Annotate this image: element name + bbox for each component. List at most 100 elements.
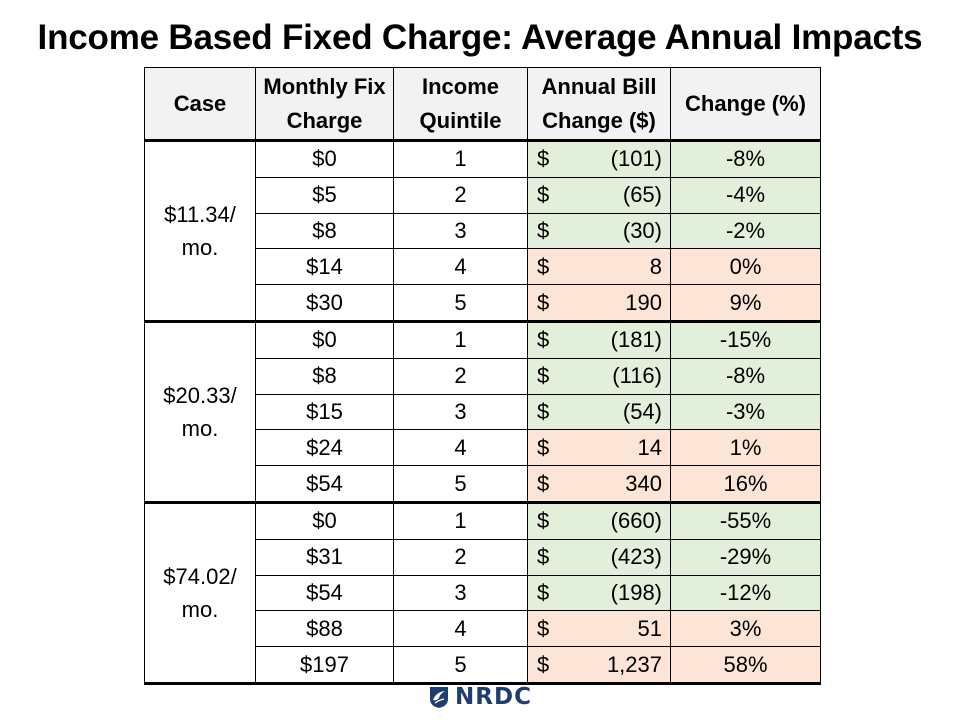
income-quintile-cell: 4 bbox=[393, 429, 528, 467]
income-quintile-cell: 1 bbox=[393, 501, 528, 540]
change-percent-cell: 3% bbox=[670, 610, 821, 648]
table-body: $11.34/ mo. $0 1 $ (101) -8% $5 2 $ (65) -4% $8 3 $ (3… bbox=[144, 140, 821, 685]
logo-text: NRDC bbox=[455, 684, 532, 710]
change-percent-cell: -29% bbox=[670, 538, 821, 576]
impacts-table: Case Monthly Fix Charge Income Quintile … bbox=[144, 67, 821, 685]
header-change-percent: Change (%) bbox=[670, 67, 821, 142]
annual-bill-change-cell: $ (423) bbox=[527, 538, 671, 576]
income-quintile-cell: 1 bbox=[393, 140, 528, 178]
nrdc-logo: NRDC bbox=[0, 684, 960, 710]
table-row: $74.02/ mo. $0 1 $ (660) -55% bbox=[144, 501, 821, 685]
annual-bill-change-cell: $51 bbox=[527, 610, 671, 648]
table-row: $14 4 $8 0% bbox=[145, 248, 821, 286]
currency-symbol: $ bbox=[537, 398, 550, 424]
annual-bill-change-cell: $ (116) bbox=[527, 357, 671, 395]
table-row: $88 4 $51 3% bbox=[145, 610, 821, 648]
income-quintile-cell: 5 bbox=[393, 646, 528, 685]
table-row: $11.34/ mo. $0 1 $ (101) -8% bbox=[144, 140, 821, 323]
monthly-fix-charge-cell: $88 bbox=[255, 610, 394, 648]
currency-symbol: $ bbox=[537, 289, 550, 315]
change-percent-cell: -8% bbox=[670, 140, 821, 178]
bill-change-amount: 8 bbox=[649, 253, 662, 279]
currency-symbol: $ bbox=[537, 508, 550, 534]
monthly-fix-charge-cell: $0 bbox=[255, 140, 394, 178]
change-percent-cell: -8% bbox=[670, 357, 821, 395]
income-quintile-cell: 5 bbox=[393, 284, 528, 323]
bill-change-amount: (198) bbox=[610, 579, 662, 605]
income-quintile-cell: 5 bbox=[393, 465, 528, 504]
currency-symbol: $ bbox=[537, 615, 550, 641]
currency-symbol: $ bbox=[537, 470, 550, 496]
table-row: $5 2 $ (65) -4% bbox=[145, 176, 821, 214]
annual-bill-change-cell: $1,237 bbox=[527, 646, 671, 685]
change-percent-cell: -12% bbox=[670, 574, 821, 612]
currency-symbol: $ bbox=[537, 544, 550, 570]
header-row: Case Monthly Fix Charge Income Quintile … bbox=[144, 67, 821, 142]
income-quintile-cell: 4 bbox=[393, 248, 528, 286]
currency-symbol: $ bbox=[537, 217, 550, 243]
change-percent-cell: -55% bbox=[670, 501, 821, 540]
table-row: $197 5 $1,237 58% bbox=[145, 646, 821, 685]
change-percent-cell: -3% bbox=[670, 393, 821, 431]
income-quintile-cell: 1 bbox=[393, 320, 528, 359]
monthly-fix-charge-cell: $8 bbox=[255, 357, 394, 395]
income-quintile-cell: 4 bbox=[393, 610, 528, 648]
currency-symbol: $ bbox=[537, 363, 550, 389]
monthly-fix-charge-cell: $0 bbox=[255, 501, 394, 540]
case-cell: $11.34/ mo. bbox=[144, 140, 256, 323]
bill-change-amount: (65) bbox=[622, 182, 662, 208]
annual-bill-change-cell: $340 bbox=[527, 465, 671, 504]
bill-change-amount: (181) bbox=[610, 327, 662, 353]
income-quintile-cell: 3 bbox=[393, 574, 528, 612]
change-percent-cell: 58% bbox=[670, 646, 821, 685]
currency-symbol: $ bbox=[537, 253, 550, 279]
income-quintile-cell: 3 bbox=[393, 393, 528, 431]
bill-change-amount: 190 bbox=[625, 289, 662, 315]
income-quintile-cell: 3 bbox=[393, 212, 528, 250]
bill-change-amount: (54) bbox=[622, 398, 662, 424]
header-case: Case bbox=[144, 67, 256, 142]
monthly-fix-charge-cell: $31 bbox=[255, 538, 394, 576]
change-percent-cell: 1% bbox=[670, 429, 821, 467]
bill-change-amount: (30) bbox=[622, 217, 662, 243]
monthly-fix-charge-cell: $54 bbox=[255, 465, 394, 504]
table-row: $20.33/ mo. $0 1 $ (181) -15% bbox=[144, 320, 821, 504]
monthly-fix-charge-cell: $54 bbox=[255, 574, 394, 612]
monthly-fix-charge-cell: $197 bbox=[255, 646, 394, 685]
header-annual-bill-change: Annual Bill Change ($) bbox=[527, 67, 671, 142]
change-percent-cell: 16% bbox=[670, 465, 821, 504]
table-row: $31 2 $ (423) -29% bbox=[145, 538, 821, 576]
case-cell: $74.02/ mo. bbox=[144, 501, 256, 685]
annual-bill-change-cell: $190 bbox=[527, 284, 671, 323]
annual-bill-change-cell: $ (30) bbox=[527, 212, 671, 250]
currency-symbol: $ bbox=[537, 434, 550, 460]
annual-bill-change-cell: $8 bbox=[527, 248, 671, 286]
header-monthly-fix-charge: Monthly Fix Charge bbox=[255, 67, 394, 142]
table-row: $54 5 $340 16% bbox=[145, 465, 821, 504]
annual-bill-change-cell: $ (54) bbox=[527, 393, 671, 431]
nrdc-bird-icon bbox=[430, 687, 449, 708]
bill-change-amount: (423) bbox=[610, 544, 662, 570]
annual-bill-change-cell: $ (660) bbox=[527, 501, 671, 540]
annual-bill-change-cell: $14 bbox=[527, 429, 671, 467]
income-quintile-cell: 2 bbox=[393, 538, 528, 576]
annual-bill-change-cell: $ (101) bbox=[527, 140, 671, 178]
monthly-fix-charge-cell: $30 bbox=[255, 284, 394, 323]
monthly-fix-charge-cell: $0 bbox=[255, 320, 394, 359]
change-percent-cell: -15% bbox=[670, 320, 821, 359]
annual-bill-change-cell: $ (181) bbox=[527, 320, 671, 359]
bill-change-amount: (101) bbox=[610, 146, 662, 172]
monthly-fix-charge-cell: $5 bbox=[255, 176, 394, 214]
table-row: $54 3 $ (198) -12% bbox=[145, 574, 821, 612]
income-quintile-cell: 2 bbox=[393, 357, 528, 395]
currency-symbol: $ bbox=[537, 651, 550, 677]
currency-symbol: $ bbox=[537, 579, 550, 605]
bill-change-amount: 340 bbox=[625, 470, 662, 496]
monthly-fix-charge-cell: $8 bbox=[255, 212, 394, 250]
annual-bill-change-cell: $ (65) bbox=[527, 176, 671, 214]
bill-change-amount: 14 bbox=[637, 434, 662, 460]
table-row: $8 3 $ (30) -2% bbox=[145, 212, 821, 250]
annual-bill-change-cell: $ (198) bbox=[527, 574, 671, 612]
currency-symbol: $ bbox=[537, 327, 550, 353]
case-cell: $20.33/ mo. bbox=[144, 320, 256, 504]
